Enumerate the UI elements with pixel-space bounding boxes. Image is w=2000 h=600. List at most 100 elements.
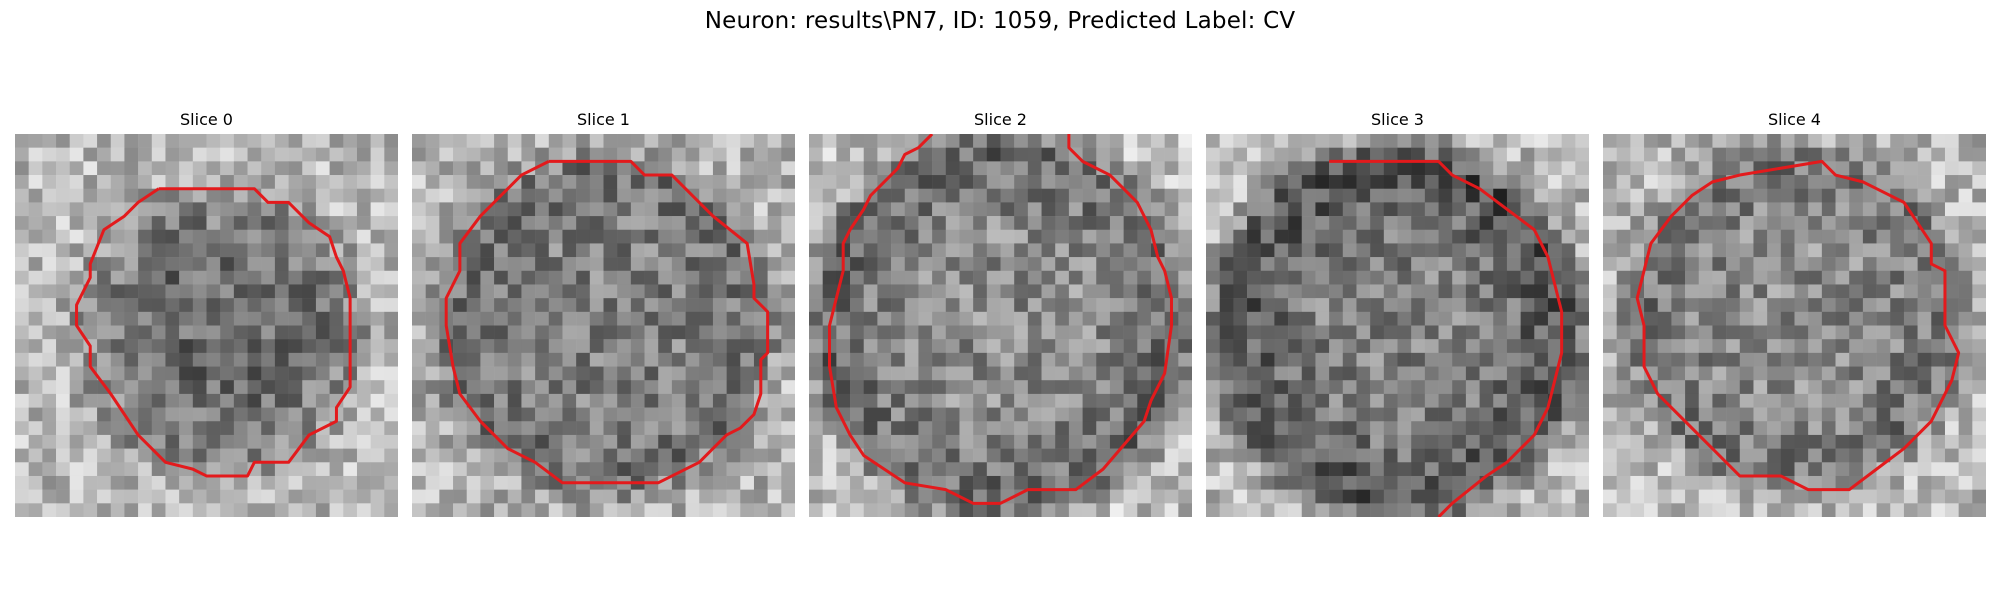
pixel [412,339,426,354]
pixel [1288,188,1303,203]
pixel [274,270,289,285]
pixel [1109,434,1124,449]
pixel [1465,161,1480,176]
pixel [1233,175,1248,189]
pixel [1301,134,1316,148]
pixel [1206,462,1220,477]
pixel [1876,161,1891,176]
pixel [83,147,98,162]
pixel [1000,257,1015,272]
pixel [1835,421,1850,436]
pixel [1109,298,1124,313]
pixel [1247,407,1261,422]
pixel [1452,503,1467,517]
pixel [904,489,919,504]
pixel [384,434,398,449]
pixel [644,216,659,231]
pixel [356,339,371,354]
pixel [617,243,632,258]
pixel [151,134,166,148]
pixel [1835,434,1850,449]
pixel [836,216,851,231]
pixel [644,243,659,258]
pixel [1178,339,1192,354]
pixel [1438,311,1453,326]
pixel [726,161,741,176]
pixel [836,175,851,189]
pixel [712,366,727,381]
pixel [206,489,221,504]
pixel [480,489,495,504]
pixel [1794,489,1809,504]
pixel [247,352,262,367]
pixel [1123,489,1138,504]
pixel [356,503,371,517]
pixel [822,134,837,148]
pixel [877,216,892,231]
pixel [1288,503,1303,517]
pixel [1233,243,1248,258]
pixel [69,352,84,367]
pixel [1178,407,1192,422]
pixel [1342,147,1357,162]
pixel [1506,489,1521,504]
pixel [1794,284,1809,299]
pixel [1547,229,1562,244]
pixel [1397,462,1412,477]
pixel [343,434,358,449]
pixel [1411,407,1426,422]
pixel [356,311,371,326]
pixel [726,188,741,203]
pixel [945,311,960,326]
pixel [630,311,645,326]
pixel [165,229,180,244]
pixel [192,339,207,354]
pixel [466,448,481,463]
pixel [850,462,864,477]
pixel [685,352,700,367]
pixel [1794,243,1809,258]
pixel [384,366,398,381]
pixel [1657,298,1672,313]
pixel [932,503,947,517]
pixel [1958,147,1973,162]
pixel [1150,475,1165,490]
pixel [1767,298,1782,313]
pixel [42,448,57,463]
pixel [425,134,440,148]
pixel [329,366,344,381]
pixel [1726,366,1741,381]
pixel [1534,448,1549,463]
pixel [192,161,207,176]
pixel [302,161,317,176]
pixel [1014,352,1029,367]
pixel [42,311,57,326]
pixel [42,147,57,162]
pixel [1753,175,1768,189]
pixel [1219,434,1234,449]
pixel [1972,257,1986,272]
pixel [439,462,454,477]
pixel [1356,188,1371,203]
pixel [548,462,563,477]
pixel [1630,366,1645,381]
pixel [124,298,139,313]
pixel [370,161,385,176]
pixel [781,298,795,313]
pixel [1835,243,1850,258]
pixel [302,270,317,285]
pixel [1616,161,1631,176]
pixel [302,407,317,422]
pixel [28,175,43,189]
pixel [589,257,604,272]
pixel [261,202,276,217]
pixel [973,380,988,395]
pixel [1534,298,1549,313]
pixel [603,243,618,258]
pixel [986,421,1001,436]
pixel [1575,366,1589,381]
pixel [425,352,440,367]
pixel [28,421,43,436]
pixel [1903,147,1918,162]
pixel [220,393,235,408]
